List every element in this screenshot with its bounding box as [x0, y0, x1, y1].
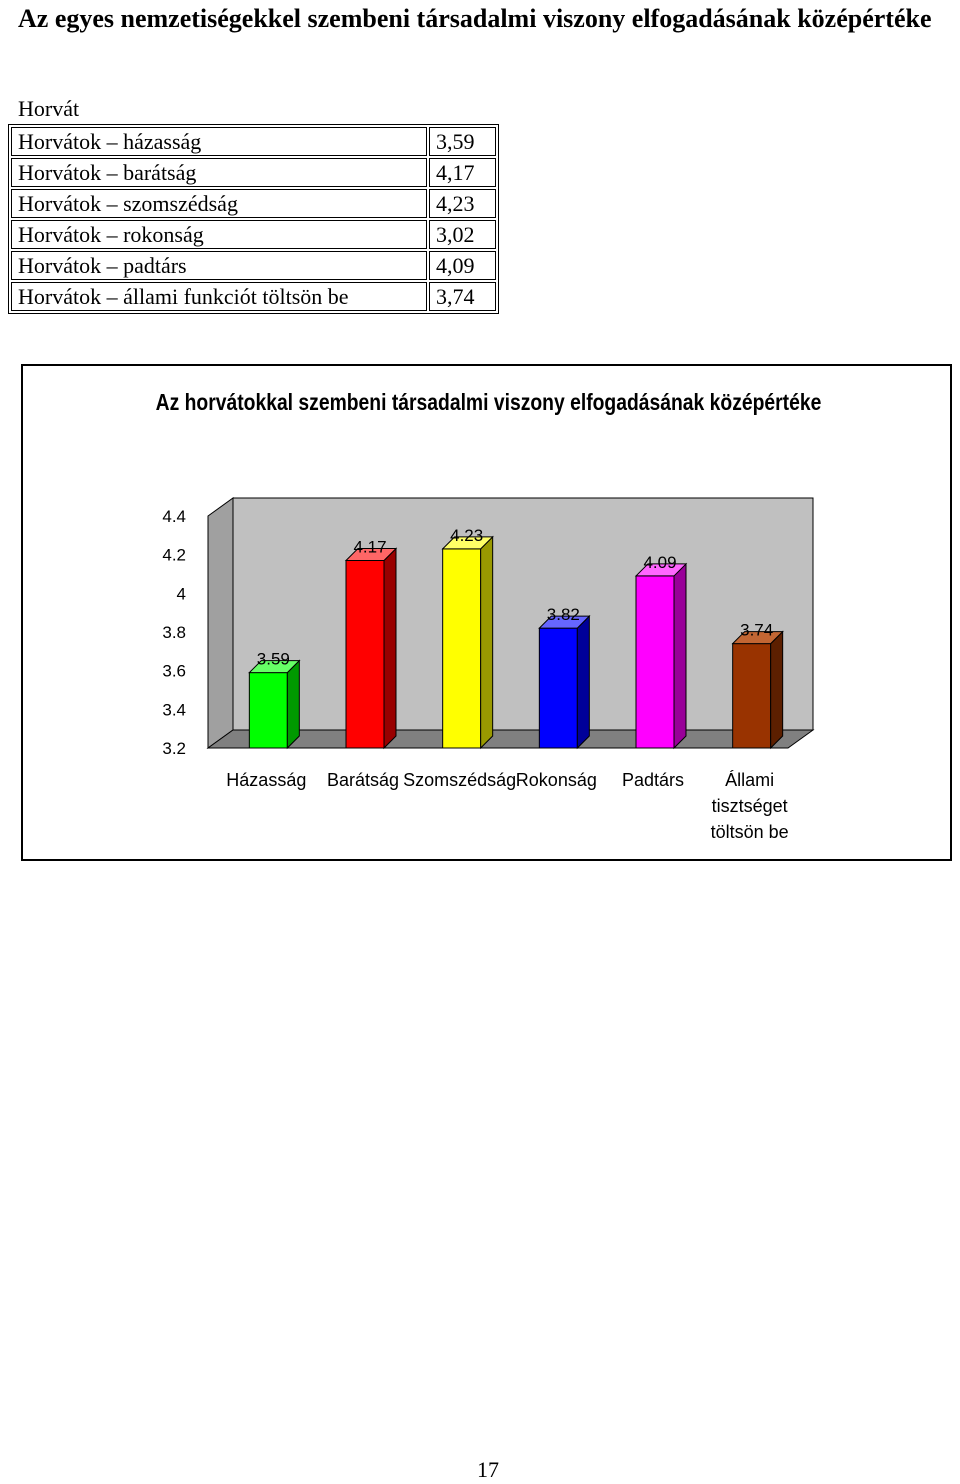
bar-top: [248, 660, 301, 674]
data-label: 3.59: [257, 650, 290, 669]
x-tick-label: Állami: [725, 770, 774, 790]
y-tick-label: 3.8: [162, 623, 186, 642]
chart-side-wall: [207, 497, 234, 749]
y-tick-label: 4.4: [162, 507, 186, 526]
row-label: Horvátok – szomszédság: [11, 189, 427, 218]
row-label: Horvátok – rokonság: [11, 220, 427, 249]
row-value: 4,09: [429, 251, 496, 280]
bar-side: [770, 630, 784, 750]
row-value: 3,59: [429, 127, 496, 156]
row-value: 3,02: [429, 220, 496, 249]
chart-title: Az horvátokkal szembeni társadalmi viszo…: [155, 389, 822, 415]
bar-top: [344, 547, 398, 561]
table-row: Horvátok – állami funkciót töltsön be 3,…: [11, 282, 496, 311]
bar: [635, 575, 675, 749]
x-tick-label: Barátság: [327, 770, 399, 790]
x-tick-label: töltsön be: [711, 822, 789, 842]
row-label: Horvátok – barátság: [11, 158, 427, 187]
bar: [732, 643, 772, 749]
chart-back-wall: [232, 497, 814, 731]
bar: [538, 627, 578, 749]
data-label: 4.17: [353, 537, 386, 556]
bar: [345, 559, 385, 749]
data-label: 4.09: [643, 553, 676, 572]
table-row: Horvátok – barátság 4,17: [11, 158, 496, 187]
data-label: 4.23: [450, 526, 483, 545]
bar-top: [731, 631, 784, 645]
bar-side: [576, 614, 590, 750]
bar-side: [383, 547, 397, 750]
y-tick-label: 3.2: [162, 739, 186, 758]
y-tick-label: 4.2: [162, 546, 186, 565]
row-value: 4,17: [429, 158, 496, 187]
chart-frame: Az horvátokkal szembeni társadalmi viszo…: [21, 364, 952, 861]
table-row: Horvátok – szomszédság 4,23: [11, 189, 496, 218]
x-tick-label: Padtárs: [622, 770, 684, 790]
table-row: Horvátok – padtárs 4,09: [11, 251, 496, 280]
bar-side: [480, 535, 494, 750]
page-number: 17: [477, 1457, 499, 1482]
document-title: Az egyes nemzetiségekkel szembeni társad…: [18, 4, 932, 33]
table-row: Horvátok – rokonság 3,02: [11, 220, 496, 249]
bar-top: [538, 615, 591, 629]
y-tick-label: 3.6: [162, 662, 186, 681]
bar-top: [634, 563, 688, 577]
row-value: 3,74: [429, 282, 496, 311]
data-label: 3.82: [547, 605, 580, 624]
bar-side: [673, 562, 687, 750]
x-tick-label: Házasság: [226, 770, 306, 790]
bar: [442, 548, 482, 749]
values-table: Horvátok – házasság 3,59 Horvátok – bará…: [8, 124, 499, 314]
bar: [248, 672, 288, 749]
y-tick-label: 4: [177, 584, 186, 603]
bar-top: [441, 536, 494, 550]
row-label: Horvátok – házasság: [11, 127, 427, 156]
row-label: Horvátok – padtárs: [11, 251, 427, 280]
row-value: 4,23: [429, 189, 496, 218]
table-row: Horvátok – házasság 3,59: [11, 127, 496, 156]
y-tick-label: 3.4: [162, 700, 186, 719]
section-subheading: Horvát: [18, 96, 80, 121]
bar-chart: 4.4 4.2 4 3.8 3.6 3.4 3.2 3.59 Házasság 4.17 Barát…: [162, 497, 815, 842]
x-tick-label: Szomszédság: [403, 770, 516, 790]
data-label: 3.74: [740, 621, 773, 640]
row-label: Horvátok – állami funkciót töltsön be: [11, 282, 427, 311]
x-tick-label: Rokonság: [516, 770, 597, 790]
bar-side: [286, 659, 300, 750]
x-tick-label: tisztséget: [712, 796, 788, 816]
